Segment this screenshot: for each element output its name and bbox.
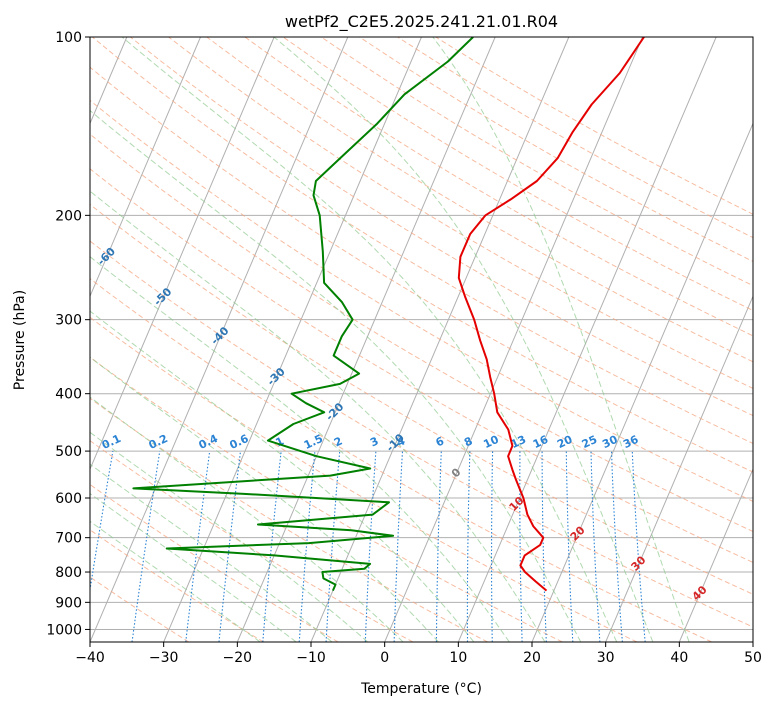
dry-adiabat — [90, 99, 753, 502]
y-tick-label: 500 — [55, 444, 82, 460]
isotherm-line — [605, 295, 753, 642]
mixing-ratio-line — [490, 451, 494, 642]
y-tick-label: 600 — [55, 491, 82, 507]
mixing-ratio-label: 10 — [481, 433, 501, 451]
y-tick-label: 800 — [55, 565, 82, 581]
x-axis-ticks: −40 −30 −20 −10 0 10 20 30 40 50 — [75, 642, 762, 666]
dry-adiabat — [90, 168, 753, 563]
x-tick-label: 50 — [744, 650, 762, 666]
plot-frame — [89, 36, 754, 643]
dry-adiabat — [90, 66, 753, 473]
dry-adiabat — [282, 37, 753, 312]
moist-adiabat — [90, 396, 404, 642]
dry-adiabat — [90, 356, 563, 642]
mixing-ratio-label: 36 — [621, 433, 641, 451]
isotherm-line — [531, 122, 753, 642]
mixing-ratio-line — [325, 451, 341, 642]
x-tick-label: −20 — [223, 650, 253, 666]
dry-adiabat — [90, 203, 753, 595]
isotherm-line — [236, 37, 496, 642]
moist-adiabat — [90, 310, 475, 642]
dry-adiabat — [244, 37, 753, 337]
moist-adiabat — [90, 356, 439, 642]
y-axis-ticks: 100 200 300 400 500 600 700 800 900 1000 — [46, 30, 90, 638]
mixing-ratio-label: 25 — [580, 433, 599, 451]
dry-adiabat — [90, 133, 753, 533]
mixing-ratio-label: 13 — [509, 433, 528, 451]
mixing-ratio-line — [218, 451, 242, 642]
dry-adiabat — [90, 278, 712, 642]
chart-title: wetPf2_C2E5.2025.241.21.01.R04 — [285, 12, 558, 32]
isotherm-line — [678, 467, 753, 642]
isotherm-line — [384, 37, 643, 642]
isotherm-line — [90, 37, 349, 642]
mixing-ratio-line — [466, 451, 471, 642]
profile-series — [132, 37, 645, 592]
moist-adiabat — [90, 109, 582, 642]
moist-adiabat — [90, 520, 261, 642]
y-tick-label: 200 — [55, 208, 82, 224]
mixing-ratio-label: 16 — [531, 433, 551, 451]
mixing-ratio-line — [393, 451, 404, 642]
y-axis-label: Pressure (hPa) — [12, 290, 28, 390]
dry-adiabat — [206, 37, 753, 363]
y-tick-label: 400 — [55, 387, 82, 403]
x-tick-label: −30 — [149, 650, 179, 666]
moist-adiabat — [273, 37, 654, 642]
mixing-ratio-line — [565, 451, 574, 642]
dry-adiabat-lines — [90, 37, 753, 642]
mixing-ratio-line — [262, 451, 282, 642]
dry-adiabat — [90, 316, 638, 642]
x-tick-label: 0 — [380, 650, 389, 666]
mixing-ratio-label: 20 — [555, 433, 575, 451]
isotherm-line — [163, 37, 422, 642]
mixing-ratio-line — [610, 451, 623, 642]
x-tick-label: −40 — [75, 650, 105, 666]
mixing-ratio-label: 30 — [600, 433, 620, 451]
y-tick-label: 700 — [55, 531, 82, 547]
moist-adiabat — [90, 431, 369, 642]
moist-adiabat — [90, 463, 333, 642]
x-tick-label: 20 — [523, 650, 541, 666]
mixing-ratio-line — [541, 451, 547, 642]
dry-adiabat — [90, 240, 753, 628]
temperature-profile-line — [457, 37, 645, 592]
dry-adiabat — [90, 529, 264, 642]
x-tick-label: 40 — [670, 650, 688, 666]
dry-adiabat — [90, 397, 488, 642]
y-tick-label: 100 — [55, 30, 82, 46]
mixing-ratio-line — [435, 451, 442, 642]
y-tick-label: 900 — [55, 595, 82, 611]
x-tick-label: −10 — [296, 650, 326, 666]
isotherm-line — [457, 37, 717, 642]
isotherm-line — [90, 37, 201, 298]
y-tick-label: 1000 — [46, 622, 82, 638]
dewpoint-profile-line — [132, 37, 474, 591]
moist-adiabat — [90, 256, 510, 642]
mixing-ratio-line — [631, 451, 646, 642]
mixing-ratio-line — [590, 451, 601, 642]
x-axis-label: Temperature (°C) — [360, 681, 482, 697]
x-tick-label: 10 — [449, 650, 467, 666]
isotherm-line — [90, 37, 275, 471]
moist-adiabat — [90, 493, 297, 642]
y-tick-label: 300 — [55, 313, 82, 329]
moist-adiabat — [90, 190, 546, 642]
dry-adiabat — [168, 37, 753, 389]
x-tick-label: 30 — [597, 650, 615, 666]
mixing-ratio-line — [298, 451, 316, 642]
moist-adiabat — [432, 37, 690, 642]
